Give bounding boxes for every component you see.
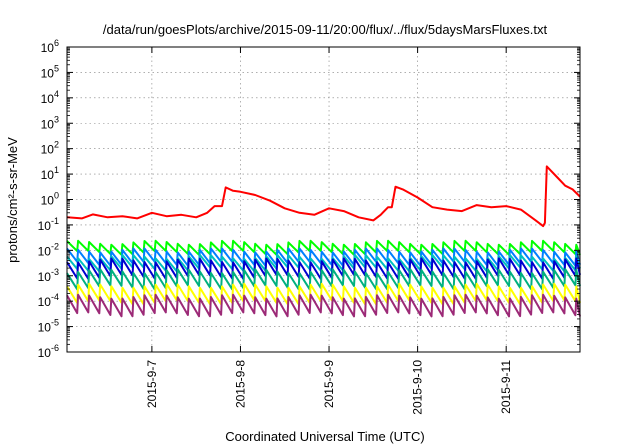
series-line: [66, 165, 581, 228]
y-tick-label: 10-4: [38, 292, 59, 309]
y-tick-exponent: -3: [51, 267, 59, 277]
y-tick-base: 10: [41, 92, 55, 106]
y-tick-label: 10-5: [38, 318, 59, 335]
y-tick-base: 10: [38, 244, 52, 258]
y-tick-label: 10-2: [38, 241, 59, 258]
y-tick-exponent: 5: [54, 63, 59, 73]
y-tick-exponent: -6: [51, 343, 59, 353]
y-tick-base: 10: [41, 41, 55, 55]
y-tick-exponent: 4: [54, 89, 59, 99]
y-tick-label: 101: [41, 165, 59, 182]
series-line: [66, 268, 581, 291]
y-tick-label: 103: [41, 114, 59, 131]
y-tick-exponent: -5: [51, 318, 59, 328]
y-tick-base: 10: [38, 346, 52, 360]
x-tick-label: 2015-9-10: [411, 360, 425, 415]
y-tick-exponent: 0: [54, 191, 59, 201]
x-axis-label: Coordinated Universal Time (UTC): [225, 429, 424, 444]
y-tick-label: 10-1: [38, 216, 59, 233]
y-tick-label: 102: [41, 140, 59, 157]
y-tick-base: 10: [41, 117, 55, 131]
series-line: [66, 257, 581, 280]
y-tick-base: 10: [38, 219, 52, 233]
y-tick-label: 10-6: [38, 343, 59, 360]
y-tick-exponent: 2: [54, 140, 59, 150]
y-tick-base: 10: [41, 66, 55, 80]
y-tick-base: 10: [41, 194, 55, 208]
y-tick-base: 10: [38, 270, 52, 284]
y-tick-label: 104: [41, 89, 59, 106]
x-axis-ticks: 2015-9-7 2015-9-8 2015-9-9 2015-9-10 2015-9-…: [145, 47, 513, 415]
y-tick-base: 10: [41, 143, 55, 157]
y-axis-ticks: 10-610-510-410-310-210-11001011021031041…: [38, 38, 580, 360]
x-tick-label: 2015-9-7: [145, 360, 159, 408]
y-tick-exponent: -2: [51, 241, 59, 251]
x-tick-label: 2015-9-9: [322, 360, 336, 408]
chart-title: /data/run/goesPlots/archive/2015-09-11/2…: [103, 22, 548, 37]
series-line: [66, 282, 581, 306]
y-tick-exponent: -4: [51, 292, 59, 302]
y-tick-label: 10-3: [38, 267, 59, 284]
y-tick-label: 100: [41, 191, 59, 208]
y-tick-exponent: -1: [51, 216, 59, 226]
y-tick-base: 10: [38, 295, 52, 309]
y-tick-exponent: 1: [54, 165, 59, 175]
y-tick-base: 10: [38, 321, 52, 335]
y-axis-label: protons/cm²-s-sr-MeV: [5, 137, 20, 263]
series-group: [66, 165, 581, 318]
y-tick-exponent: 6: [54, 38, 59, 48]
series-line: [66, 239, 581, 256]
y-tick-exponent: 3: [54, 114, 59, 124]
x-tick-label: 2015-9-8: [233, 360, 247, 408]
y-tick-base: 10: [41, 168, 55, 182]
y-tick-label: 105: [41, 63, 59, 80]
series-line: [66, 293, 581, 318]
y-tick-label: 106: [41, 38, 59, 55]
x-tick-label: 2015-9-11: [499, 360, 513, 414]
